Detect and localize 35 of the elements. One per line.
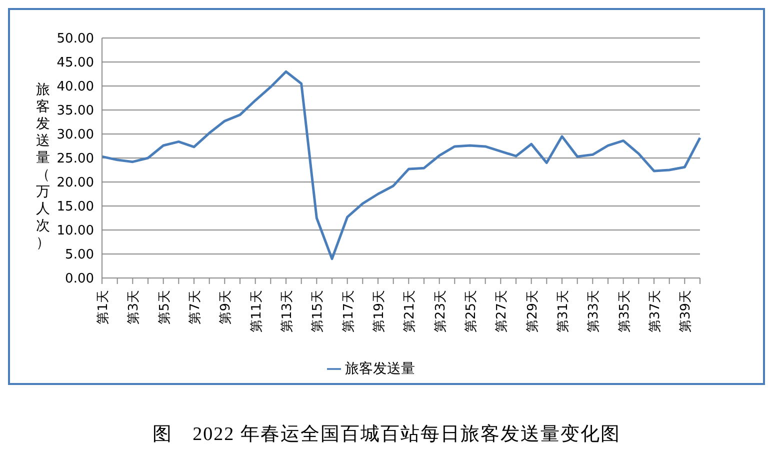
x-tick-label: 第17天 [341,290,356,333]
caption: 图 2022 年春运全国百城百站每日旅客发送量变化图 [152,423,622,447]
x-tick-label: 第9天 [218,290,234,324]
x-tick-label: 第15天 [310,290,326,333]
x-tick-label: 第19天 [372,290,387,333]
y-tick-label: 40.00 [56,80,94,95]
x-tick-label: 第35天 [617,290,632,333]
x-tick-label: 第23天 [433,290,448,333]
x-tick-label: 第13天 [280,290,295,333]
y-tick-label: 10.00 [56,224,94,239]
y-tick-label: 35.00 [56,104,94,119]
x-tick-label: 第11天 [249,290,264,333]
y-tick-label: 50.00 [56,32,94,47]
y-tick-label: 15.00 [56,200,94,215]
y-tick-label: 45.00 [56,56,94,71]
y-tick-label: 5.00 [65,248,94,263]
y-tick-label: 30.00 [56,128,94,143]
x-tick-label: 第39天 [678,290,694,333]
x-tick-label: 第21天 [402,290,418,333]
x-tick-label: 第5天 [157,290,172,324]
line-series [100,70,702,260]
legend-label: 旅客发送量 [345,361,415,377]
x-tick-label: 第27天 [494,290,510,333]
x-tick-label: 第1天 [96,290,111,324]
x-tick-label: 第7天 [188,290,203,324]
y-tick-label: 25.00 [56,152,94,167]
y-tick-label: 0.00 [65,272,94,287]
x-tick-label: 第31天 [556,290,571,333]
text: 旅客发送量（万人次） [36,82,50,251]
x-tick-label: 第3天 [126,290,142,324]
y-tick-label: 20.00 [56,176,94,191]
x-tick-label: 第25天 [464,290,479,333]
x-tick-label: 第33天 [586,290,602,333]
x-tick-label: 第37天 [648,290,663,333]
x-tick-label: 第29天 [525,290,540,333]
